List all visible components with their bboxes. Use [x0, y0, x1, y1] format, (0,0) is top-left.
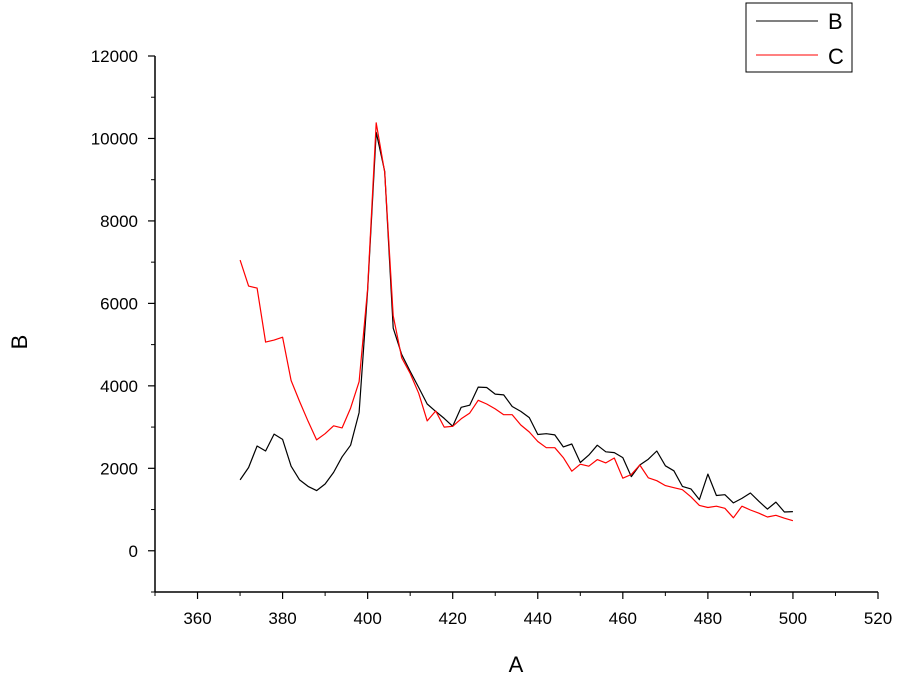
y-tick-label: 12000: [91, 47, 138, 66]
x-tick-label: 440: [524, 609, 552, 628]
y-tick-label: 4000: [100, 377, 138, 396]
x-axis-title: A: [509, 652, 524, 677]
y-tick-label: 8000: [100, 212, 138, 231]
legend-label-c: C: [828, 44, 844, 69]
series-line-c: [239, 122, 794, 522]
legend-label-b: B: [828, 9, 843, 34]
y-tick-label: 10000: [91, 129, 138, 148]
x-tick-label: 360: [183, 609, 211, 628]
x-tick-label: 500: [779, 609, 807, 628]
series-layer: [239, 122, 794, 522]
y-tick-label: 6000: [100, 294, 138, 313]
x-tick-label: 520: [864, 609, 892, 628]
axes: 360 380 400 420 440 460 480 500 520 0 2000 4000 6000…: [91, 47, 892, 628]
y-tick-label: 2000: [100, 459, 138, 478]
x-tick-label: 400: [353, 609, 381, 628]
x-tick-label: 460: [609, 609, 637, 628]
series-line-b: [239, 131, 793, 513]
x-tick-label: 480: [694, 609, 722, 628]
y-tick-label: 0: [129, 542, 138, 561]
x-tick-label: 380: [268, 609, 296, 628]
legend: B C: [745, 2, 853, 73]
x-tick-label: 420: [439, 609, 467, 628]
legend-box: [745, 2, 853, 73]
y-axis-title: B: [7, 335, 32, 350]
